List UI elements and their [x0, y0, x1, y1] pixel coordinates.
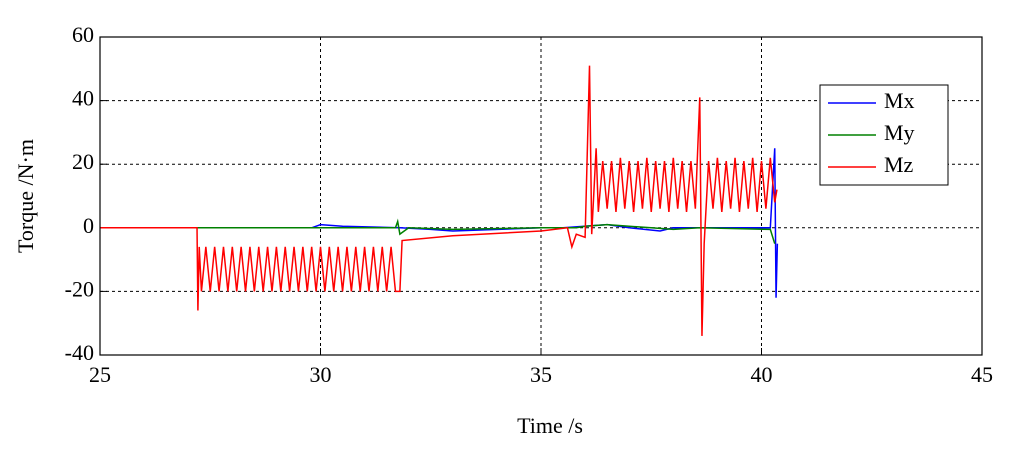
y-tick-label: 60	[72, 22, 94, 47]
x-tick-label: 35	[530, 362, 552, 387]
legend-label: My	[884, 120, 915, 145]
x-tick-label: 45	[971, 362, 993, 387]
series-line	[100, 65, 778, 336]
y-tick-label: -20	[65, 276, 94, 301]
x-tick-label: 40	[751, 362, 773, 387]
y-tick-label: 40	[72, 86, 94, 111]
x-tick-label: 25	[89, 362, 111, 387]
y-tick-label: -40	[65, 340, 94, 365]
legend: Mx My Mz	[819, 84, 949, 186]
legend-label: Mz	[884, 152, 914, 177]
y-tick-label: 0	[83, 213, 94, 238]
y-axis-label: Torque /N·m	[13, 139, 38, 253]
series-line	[100, 218, 776, 244]
x-tick-label: 30	[310, 362, 332, 387]
legend-label: Mx	[884, 88, 915, 113]
plot-border	[99, 36, 983, 356]
y-tick-label: 20	[72, 149, 94, 174]
x-axis-label: Time /s	[517, 413, 583, 438]
